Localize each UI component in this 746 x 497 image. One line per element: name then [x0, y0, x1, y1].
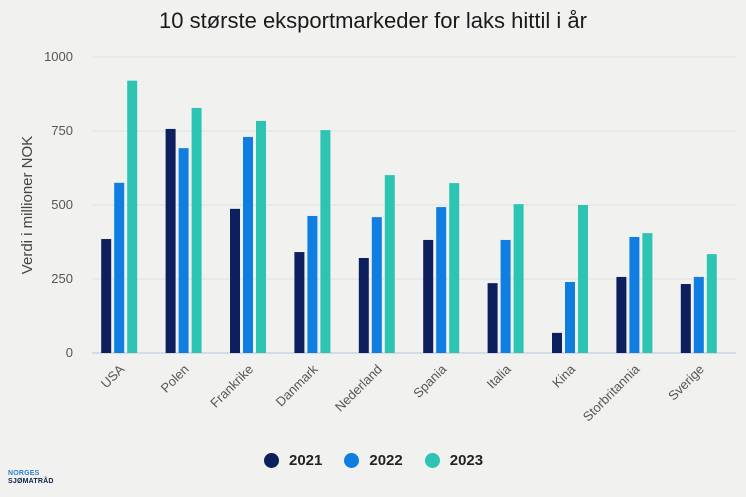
- x-tick-label: Spania: [410, 361, 450, 401]
- bar-nederland-2022: [371, 217, 382, 353]
- legend: 2021 2022 2023: [264, 452, 483, 469]
- bar-sverige-2023: [706, 254, 717, 353]
- bar-italia-2023: [513, 204, 524, 353]
- bar-storbritannia-2023: [642, 233, 653, 353]
- legend-swatch: [264, 453, 279, 468]
- bar-spania-2022: [436, 207, 447, 353]
- bar-usa-2021: [101, 239, 112, 353]
- y-axis-ticks: 0 250 500 750 1000: [44, 49, 73, 360]
- bar-storbritannia-2021: [616, 276, 627, 353]
- bar-danmark-2021: [294, 252, 305, 353]
- bar-sverige-2022: [693, 276, 704, 353]
- y-tick-label: 750: [51, 123, 73, 138]
- bar-spania-2021: [423, 239, 434, 353]
- chart-title: 10 største eksportmarkeder for laks hitt…: [159, 8, 587, 33]
- legend-item-2023[interactable]: 2023: [424, 452, 484, 469]
- bar-polen-2023: [191, 107, 202, 353]
- x-tick-label: Frankrike: [207, 362, 256, 411]
- bar-kina-2022: [565, 281, 575, 353]
- x-tick-label: Danmark: [273, 361, 321, 409]
- bar-polen-2021: [165, 128, 176, 353]
- bar-usa-2023: [127, 80, 138, 354]
- x-tick-label: Italia: [484, 361, 515, 392]
- y-tick-label: 1000: [44, 49, 73, 64]
- bar-italia-2022: [500, 239, 511, 353]
- bar-kina-2023: [578, 205, 588, 353]
- bar-frankrike-2023: [256, 120, 266, 353]
- y-tick-label: 250: [51, 271, 73, 286]
- bar-nederland-2021: [358, 257, 369, 353]
- bar-frankrike-2022: [243, 136, 253, 353]
- bar-sverige-2021: [680, 284, 691, 353]
- x-tick-label: Nederland: [332, 362, 385, 415]
- bar-danmark-2023: [320, 130, 331, 353]
- y-axis-title: Verdi i millioner NOK: [19, 136, 36, 274]
- legend-label: 2023: [449, 452, 484, 469]
- legend-item-2022[interactable]: 2022: [344, 452, 403, 469]
- y-tick-label: 0: [66, 345, 73, 360]
- legend-swatch: [424, 453, 440, 468]
- bar-danmark-2022: [307, 215, 318, 353]
- bar-usa-2022: [114, 182, 125, 353]
- logo-line1: NORGES: [8, 470, 40, 477]
- bar-nederland-2023: [384, 175, 395, 353]
- x-tick-label: Storbritannia: [580, 361, 643, 424]
- x-axis-labels: USA Polen Frankrike Danmark Nederland Spania I…: [98, 361, 707, 424]
- norges-sjomatrad-logo: NORGES SJØMATRÅD: [8, 470, 54, 486]
- bar-polen-2022: [178, 148, 189, 353]
- bar-italia-2021: [487, 283, 498, 353]
- x-tick-label: Polen: [158, 362, 192, 396]
- logo-line2: SJØMATRÅD: [8, 478, 54, 485]
- y-tick-label: 500: [51, 197, 73, 212]
- legend-item-2021[interactable]: 2021: [264, 452, 322, 469]
- legend-swatch: [344, 453, 360, 468]
- bar-frankrike-2021: [230, 208, 240, 353]
- legend-label: 2021: [289, 452, 323, 469]
- bar-spania-2023: [449, 183, 460, 353]
- x-tick-label: USA: [98, 361, 128, 391]
- bar-storbritannia-2022: [629, 236, 640, 353]
- bar-kina-2021: [552, 332, 562, 353]
- legend-label: 2022: [369, 452, 403, 469]
- x-tick-label: Kina: [549, 361, 579, 391]
- x-tick-label: Sverige: [665, 362, 707, 404]
- bars: [101, 80, 717, 354]
